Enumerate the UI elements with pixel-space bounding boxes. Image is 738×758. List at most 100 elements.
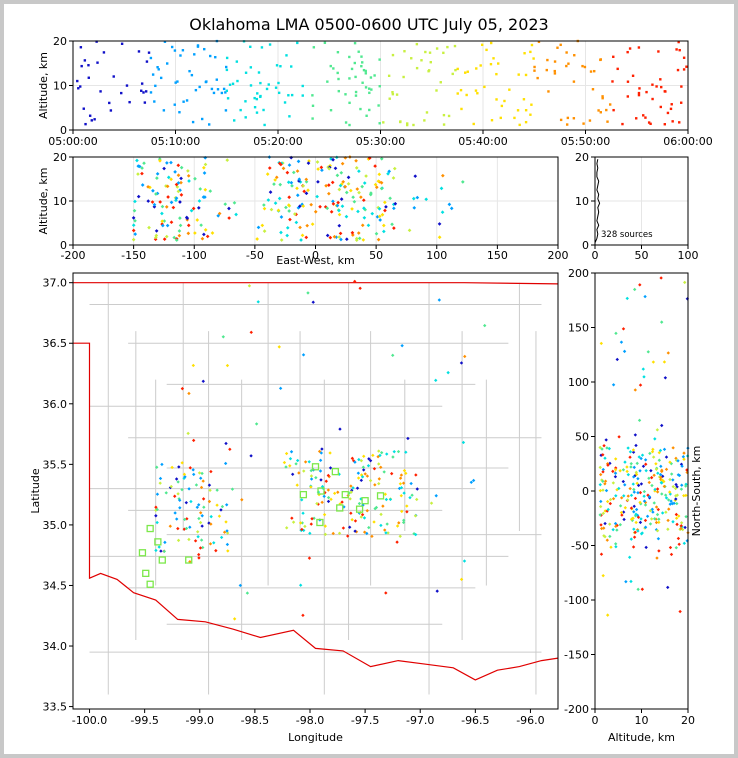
altitude-time-point: [357, 50, 360, 53]
altitude-time-point: [423, 119, 426, 122]
altitude-ew-point: [296, 159, 301, 164]
altitude-time-point: [588, 119, 592, 122]
altitude-ew-point: [176, 181, 181, 185]
altitude-ew-point: [176, 173, 181, 178]
altitude-time-point: [364, 72, 368, 75]
altitude-ew-point: [152, 202, 157, 207]
ns-altitude-xtick-label: 20: [681, 714, 695, 727]
altitude-ew-point: [460, 180, 465, 184]
ns-altitude-point: [657, 520, 661, 525]
plan-view-point: [277, 345, 281, 349]
ns-altitude-point: [633, 388, 637, 392]
ns-altitude-point: [625, 469, 629, 474]
altitude-ew-xtick-label: 100: [426, 249, 447, 262]
altitude-time-point: [145, 60, 149, 63]
altitude-ew-point: [343, 184, 348, 189]
ns-altitude-point: [647, 476, 651, 480]
altitude-ew-xtick-label: -150: [121, 249, 146, 262]
altitude-time-point: [626, 50, 629, 54]
plan-view-point: [311, 300, 315, 304]
altitude-time-point: [405, 123, 409, 127]
altitude-time-point: [605, 108, 608, 112]
altitude-ew-point: [393, 201, 398, 206]
plan-view-point: [291, 520, 296, 524]
plan-view-point: [398, 476, 403, 480]
ns-altitude-point: [613, 542, 618, 546]
altitude-time-point: [367, 87, 371, 90]
plan-view-point: [379, 450, 384, 455]
altitude-time-point: [332, 67, 335, 70]
ns-altitude-point: [605, 446, 609, 450]
ns-altitude-point: [651, 455, 656, 459]
altitude-ew-point: [198, 187, 203, 191]
plan-view-point: [249, 330, 253, 335]
altitude-time-point: [378, 85, 381, 88]
altitude-ew-point: [131, 216, 136, 220]
plan-view-point: [173, 494, 177, 498]
altitude-ew-point: [202, 171, 207, 175]
ns-altitude-point: [613, 521, 618, 526]
altitude-time-point: [663, 90, 666, 93]
altitude-ew-frame: [72, 156, 559, 246]
plan-view-point: [154, 514, 158, 518]
plan-view-point: [209, 469, 213, 474]
altitude-ew-point: [203, 155, 208, 160]
ns-altitude-point: [627, 555, 632, 560]
altitude-ew-point: [304, 179, 309, 184]
altitude-time-point: [391, 90, 394, 94]
ns-altitude-point: [638, 490, 643, 495]
plan-view-point: [184, 526, 189, 531]
altitude-time-point: [559, 118, 563, 122]
ns-altitude-point: [644, 462, 648, 466]
altitude-ew-point: [309, 202, 314, 207]
altitude-time-point: [228, 83, 232, 86]
altitude-time-point: [565, 51, 568, 54]
altitude-ew-point: [335, 203, 340, 208]
altitude-ew-point: [297, 177, 302, 182]
altitude-time-point: [364, 86, 368, 89]
plan-view-point: [232, 617, 237, 621]
altitude-time-point: [194, 88, 198, 92]
ns-altitude-point: [622, 517, 626, 522]
plan-view-point: [434, 494, 438, 498]
plan-view-ylabel: Latitude: [29, 468, 42, 514]
ns-altitude-point: [626, 446, 630, 450]
ns-altitude-point: [598, 488, 603, 493]
altitude-ew-point: [195, 218, 200, 222]
plan-view-panel: -100.0 -99.5 -99.0 -98.5 -98.0 -97.5 -97.0 -96.…: [29, 272, 559, 744]
ns-altitude-point: [642, 489, 647, 494]
altitude-time-point: [464, 71, 467, 74]
altitude-time-point: [442, 113, 446, 117]
altitude-time-point: [412, 123, 415, 127]
ns-altitude-point: [611, 481, 616, 485]
plan-view-point: [462, 559, 467, 563]
altitude-time-point: [492, 57, 495, 60]
plan-view-point: [341, 526, 346, 530]
plan-view-point: [322, 512, 327, 517]
altitude-ew-ytick-label: 20: [53, 151, 67, 164]
ns-altitude-point: [629, 461, 633, 466]
plan-view-point: [371, 453, 375, 458]
altitude-time-point: [102, 51, 106, 54]
altitude-time-point: [382, 121, 385, 124]
ns-altitude-point: [622, 494, 626, 498]
altitude-ew-point: [292, 212, 297, 216]
ns-altitude-point: [611, 469, 615, 474]
altitude-time-point: [336, 71, 339, 75]
altitude-ew-point: [346, 181, 351, 186]
altitude-time-point: [573, 54, 576, 57]
ns-altitude-point: [649, 468, 653, 473]
altitude-time-point: [336, 51, 340, 54]
plan-view-point: [155, 520, 159, 525]
altitude-ew-point: [273, 178, 277, 182]
ns-altitude-point: [649, 517, 654, 521]
plan-view-point: [154, 548, 158, 553]
altitude-time-point: [174, 81, 177, 84]
altitude-ew-point: [256, 225, 261, 230]
state-border-north: [73, 282, 559, 285]
altitude-ew-point: [279, 230, 283, 235]
ns-altitude-point: [631, 482, 635, 486]
plan-view-point: [326, 495, 331, 500]
ns-altitude-point: [598, 482, 602, 487]
